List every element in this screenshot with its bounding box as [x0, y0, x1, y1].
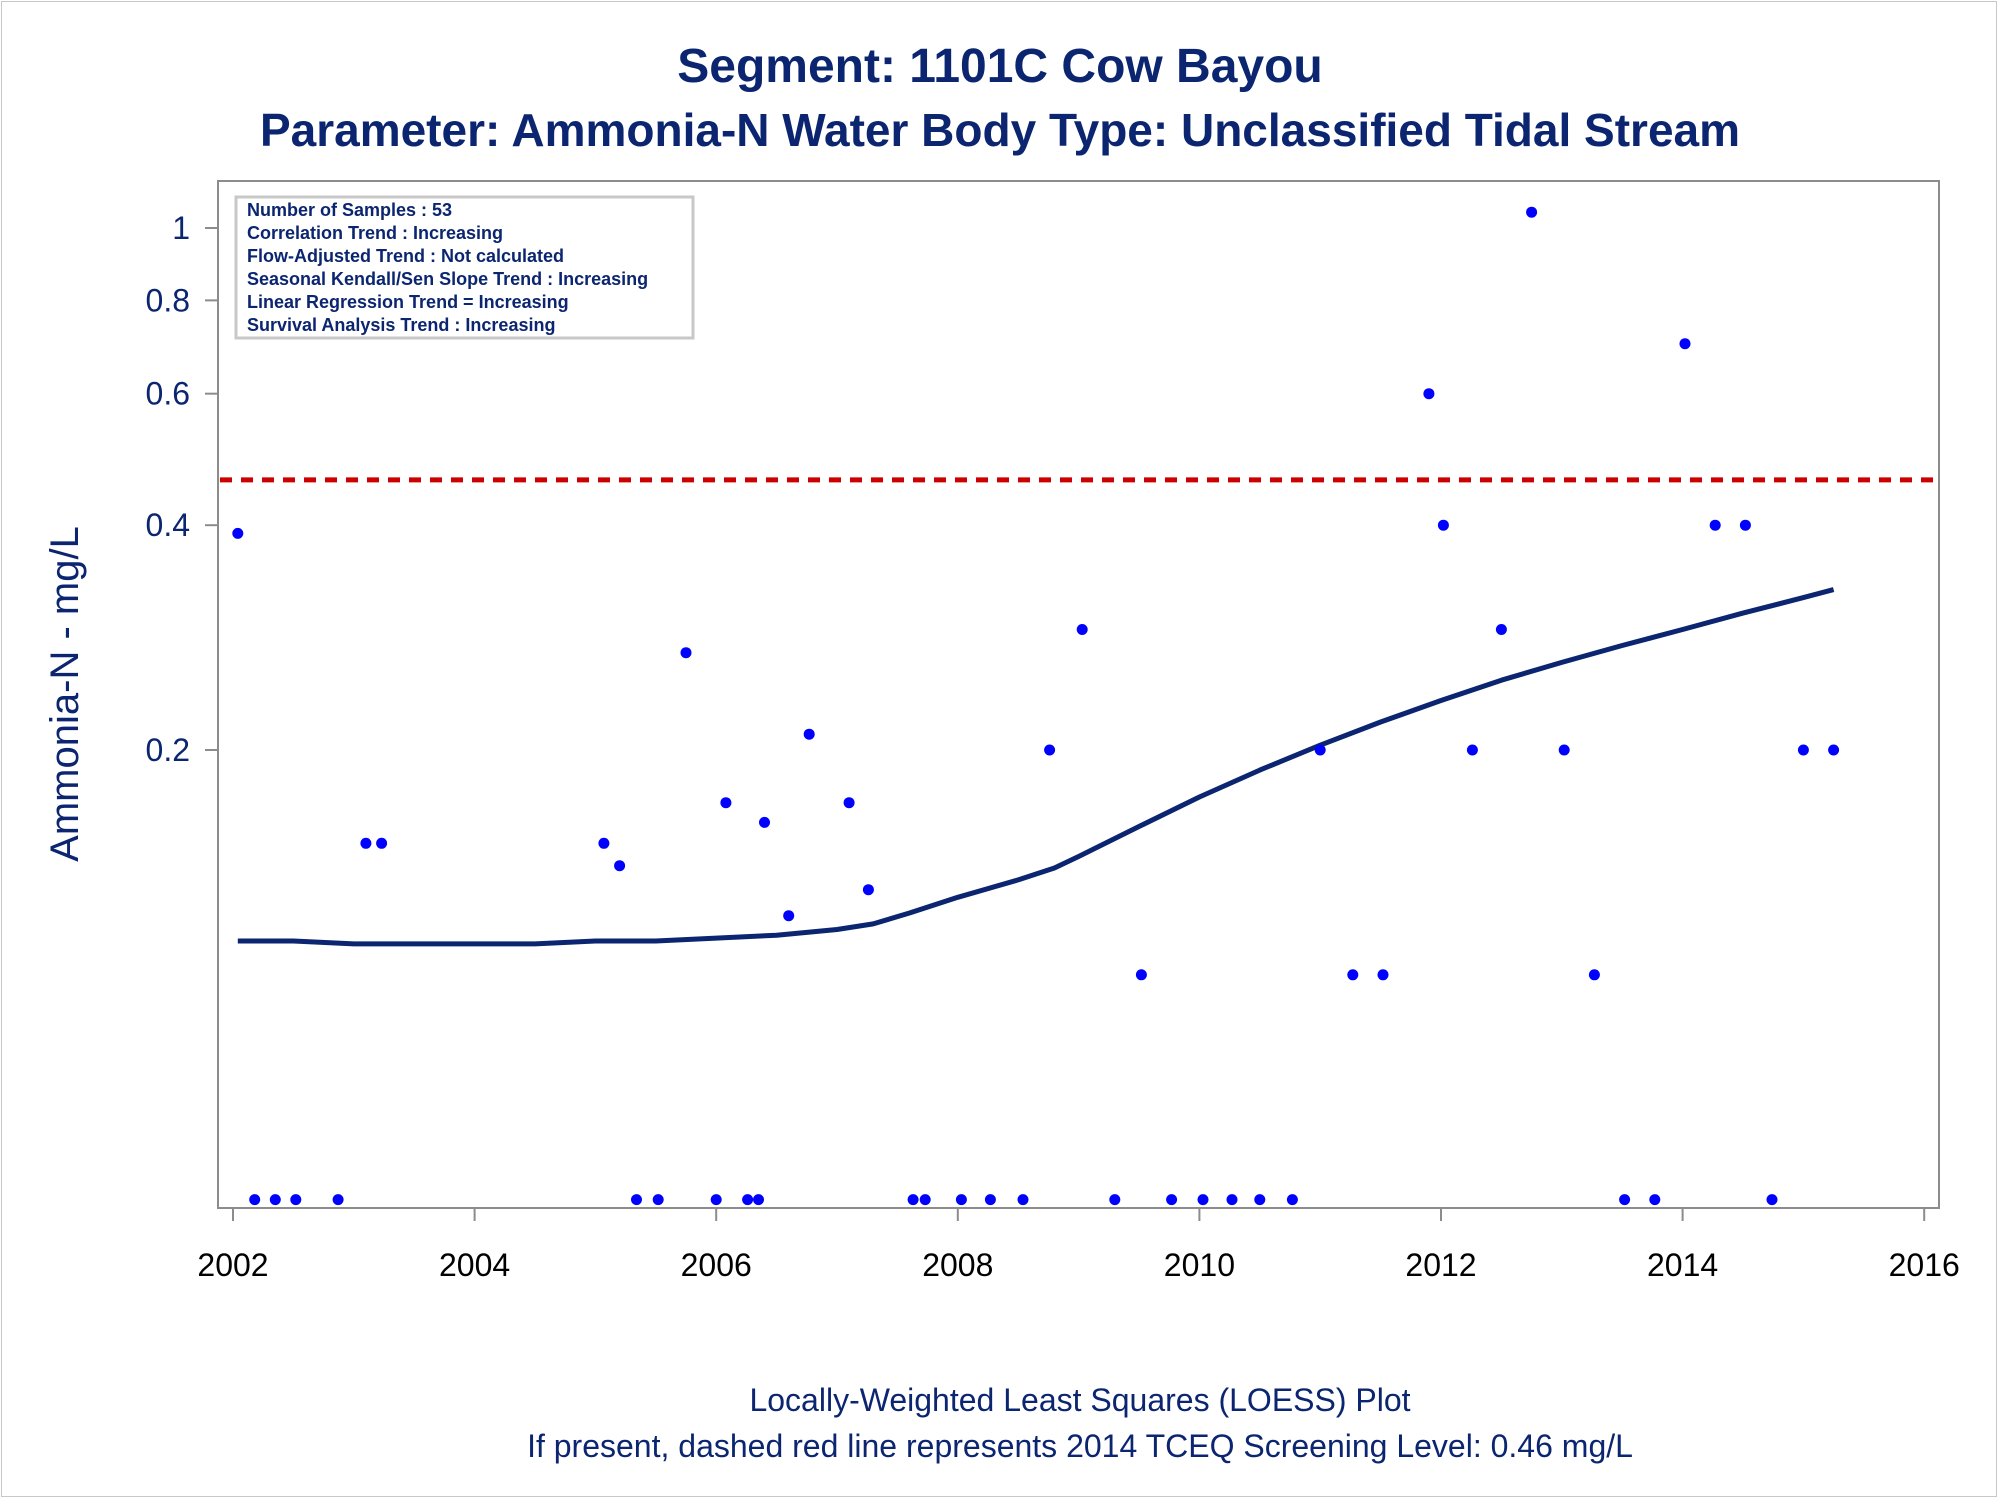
sample-point [1076, 624, 1088, 635]
sample-point [631, 1194, 642, 1206]
loess-trend-line [237, 587, 1835, 947]
sample-point [720, 797, 732, 809]
sample-point [1466, 744, 1478, 756]
chart-title: Segment: 1101C Cow Bayou [677, 40, 1323, 93]
x-tick-label: 2010 [1164, 1247, 1235, 1283]
stats-samples: Number of Samples : 53 [247, 200, 452, 220]
sample-point [1166, 1194, 1178, 1206]
sample-point [232, 527, 244, 539]
sample-point [1588, 969, 1600, 981]
plot-area [217, 180, 1940, 1209]
sample-point [1828, 744, 1840, 756]
sample-point [783, 910, 795, 922]
y-axis: 0.2 0.4 0.6 0.8 1 [146, 210, 218, 768]
y-axis-label: Ammonia-N - mg/L [43, 526, 87, 862]
sample-points [232, 206, 1840, 1206]
sample-point [1017, 1194, 1029, 1206]
stats-box: Number of Samples : 53 Correlation Trend… [234, 195, 695, 340]
x-tick-label: 2016 [1889, 1247, 1960, 1283]
chart-subtitle: Parameter: Ammonia-N Water Body Type: Un… [260, 104, 1740, 156]
sample-point [1254, 1194, 1266, 1206]
sample-point [1197, 1194, 1209, 1206]
x-tick-label: 2002 [197, 1247, 268, 1283]
sample-point [376, 837, 388, 849]
sample-point [759, 816, 770, 828]
sample-point [1109, 1194, 1121, 1206]
stats-flow-adjusted: Flow-Adjusted Trend : Not calculated [247, 246, 564, 266]
sample-point [742, 1194, 754, 1206]
sample-point [1226, 1194, 1238, 1206]
sample-point [1437, 519, 1449, 531]
sample-point [1526, 206, 1538, 218]
sample-point [1347, 969, 1359, 981]
sample-point [360, 837, 372, 849]
stats-linear-regression: Linear Regression Trend = Increasing [247, 292, 569, 312]
sample-point [269, 1194, 281, 1206]
sample-point [332, 1194, 344, 1206]
sample-point [1558, 744, 1570, 756]
sample-point [598, 837, 610, 849]
x-tick-label: 2006 [681, 1247, 752, 1283]
sample-point [680, 647, 692, 659]
sample-point [249, 1194, 261, 1206]
sample-point [290, 1194, 302, 1206]
stats-box-border [234, 195, 695, 340]
sample-point [753, 1194, 764, 1206]
stats-survival: Survival Analysis Trend : Increasing [247, 315, 555, 335]
x-tick-label: 2004 [439, 1247, 510, 1283]
sample-point [984, 1194, 996, 1206]
x-tick-label: 2014 [1647, 1247, 1718, 1283]
footnote-loess: Locally-Weighted Least Squares (LOESS) P… [749, 1382, 1410, 1418]
y-tick-label: 0.8 [146, 282, 190, 318]
x-tick-label: 2012 [1405, 1247, 1476, 1283]
sample-point [843, 797, 855, 809]
sample-point [1797, 744, 1809, 756]
footnote-screening: If present, dashed red line represents 2… [527, 1428, 1633, 1464]
sample-point [1739, 519, 1751, 531]
sample-point [1649, 1194, 1661, 1206]
sample-point [907, 1194, 919, 1206]
sample-point [1044, 744, 1056, 756]
sample-point [1286, 1194, 1298, 1206]
sample-point [919, 1194, 931, 1206]
sample-point [1423, 388, 1435, 400]
sample-point [955, 1194, 967, 1206]
sample-point [1495, 624, 1507, 635]
stats-seasonal-kendall: Seasonal Kendall/Sen Slope Trend : Incre… [247, 269, 648, 289]
x-tick-label: 2008 [922, 1247, 993, 1283]
sample-point [803, 728, 815, 740]
sample-point [1766, 1194, 1778, 1206]
y-tick-label: 0.6 [146, 376, 190, 412]
x-axis: 2002 2004 2006 2008 2010 2012 2014 2016 [197, 1208, 1960, 1283]
sample-point [1377, 969, 1389, 981]
sample-point [652, 1194, 664, 1206]
sample-point [1679, 338, 1691, 350]
sample-point [1619, 1194, 1631, 1206]
sample-point [862, 884, 874, 896]
y-tick-label: 0.4 [146, 507, 190, 543]
sample-point [1135, 969, 1147, 981]
sample-point [1314, 744, 1326, 756]
stats-correlation: Correlation Trend : Increasing [247, 223, 503, 243]
y-tick-label: 0.2 [146, 732, 190, 768]
sample-point [1709, 519, 1721, 531]
y-tick-label: 1 [172, 210, 190, 246]
sample-point [614, 860, 626, 872]
sample-point [710, 1194, 722, 1206]
